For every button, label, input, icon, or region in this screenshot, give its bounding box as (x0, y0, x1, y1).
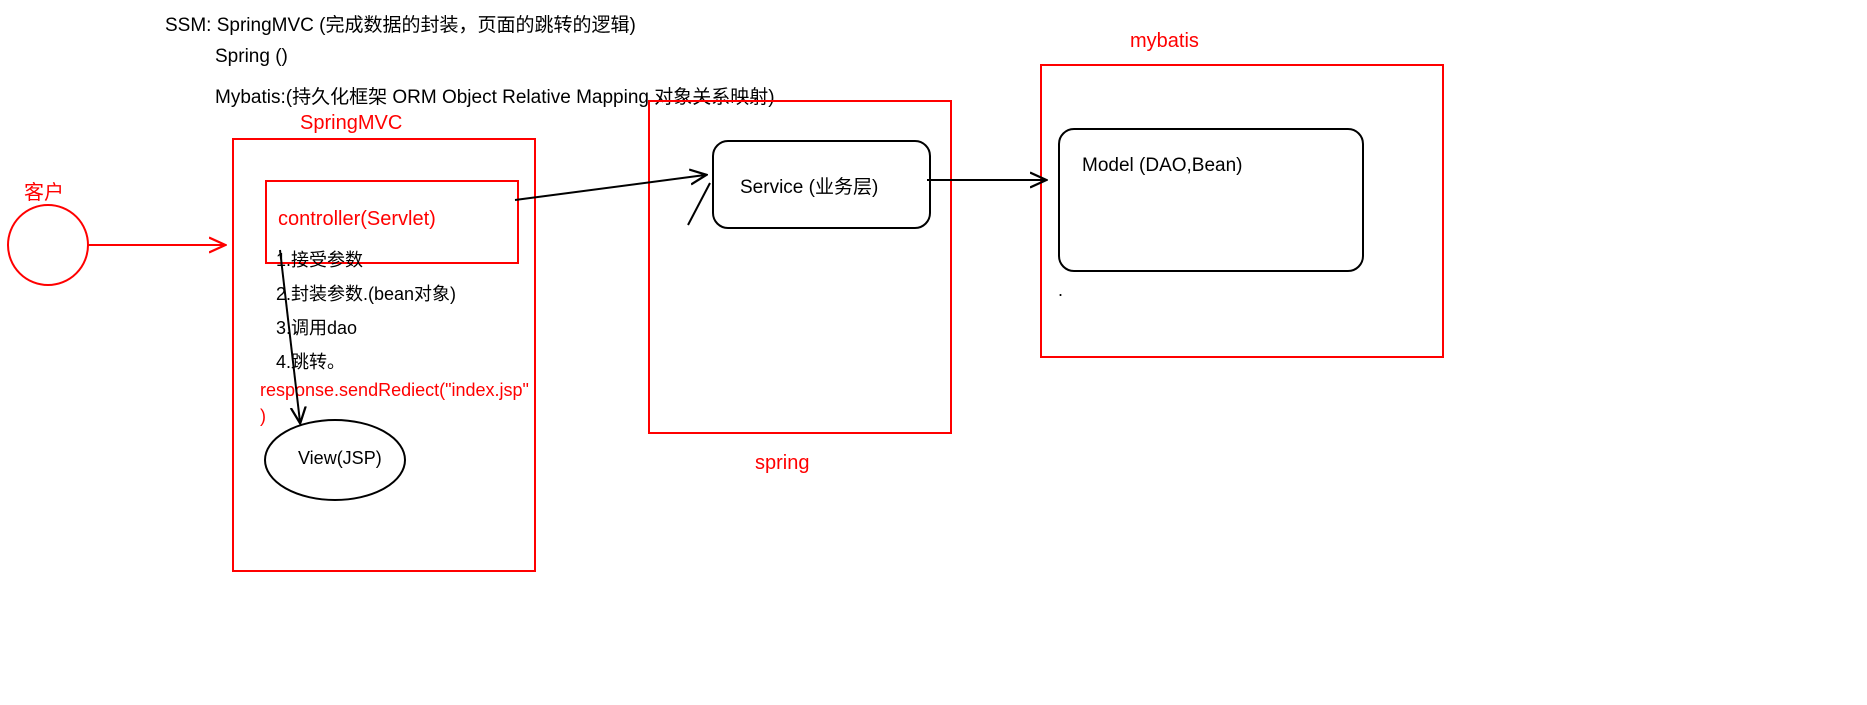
model-label: Model (DAO,Bean) (1082, 155, 1243, 177)
controller-step-2: 2.封装参数.(bean对象) (276, 280, 456, 306)
client-circle (8, 205, 88, 285)
response-line-1: response.sendRediect("index.jsp" (260, 380, 529, 401)
service-label: Service (业务层) (740, 172, 878, 199)
stray-dot: . (1058, 280, 1063, 301)
model-box (1058, 128, 1364, 272)
response-line-2: ) (260, 406, 266, 427)
spring-title: spring (755, 452, 809, 475)
controller-title: controller(Servlet) (278, 208, 436, 231)
view-label: View(JSP) (298, 448, 382, 469)
springmvc-title: SpringMVC (300, 112, 402, 135)
client-label: 客户 (24, 176, 64, 205)
controller-step-3: 3.调用dao (276, 314, 357, 340)
header-line2: Spring () (215, 46, 288, 68)
mybatis-title: mybatis (1130, 30, 1199, 53)
controller-step-1: 1.接受参数 (276, 246, 363, 272)
controller-step-4: 4.跳转。 (276, 348, 345, 374)
header-line1: SSM: SpringMVC (完成数据的封装，页面的跳转的逻辑) (165, 10, 636, 37)
